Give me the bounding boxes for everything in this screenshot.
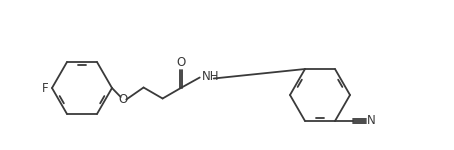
Text: O: O (176, 56, 185, 69)
Text: F: F (41, 81, 48, 94)
Text: O: O (119, 93, 128, 106)
Text: N: N (366, 114, 375, 128)
Text: NH: NH (202, 70, 219, 83)
